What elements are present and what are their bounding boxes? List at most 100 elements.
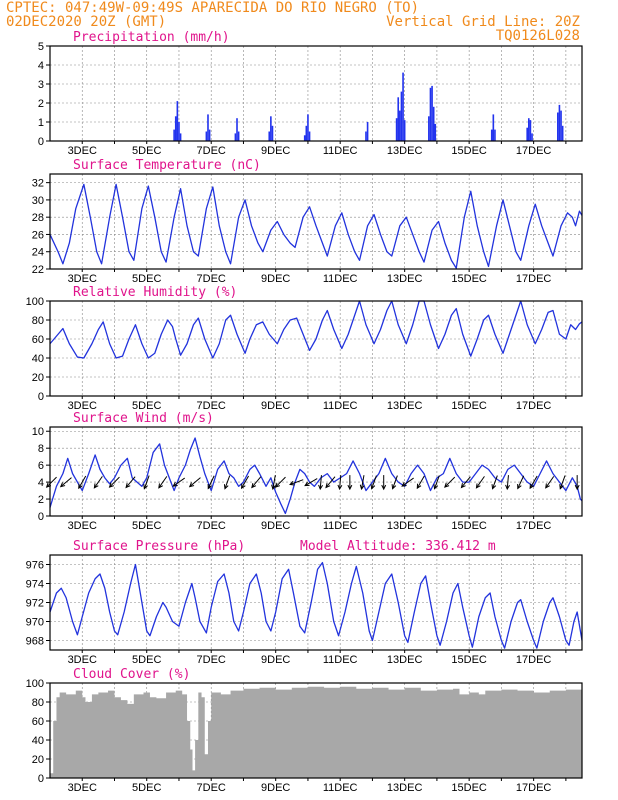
wind-arrow — [529, 475, 538, 490]
wind-title: Surface Wind (m/s) — [73, 411, 214, 426]
precip-bar — [395, 118, 398, 141]
precip-bar — [308, 131, 311, 141]
y-tick-label: 6 — [38, 460, 44, 472]
precip-bar — [271, 125, 274, 141]
precip-bar — [366, 122, 369, 141]
wind-arrow-head — [274, 482, 280, 488]
wind-arrow-shaft — [529, 475, 538, 489]
wind-arrow-shaft — [46, 476, 57, 488]
precip-bar — [557, 112, 559, 141]
wind-arrow-head — [574, 484, 580, 491]
pressure-title: Surface Pressure (hPa) — [73, 539, 245, 554]
pressure-line — [49, 561, 583, 649]
x-tick-label: 5DEC — [132, 654, 161, 666]
x-tick-label: 9DEC — [261, 520, 290, 532]
precip-bar — [494, 129, 496, 141]
wind-arrow-head — [545, 483, 550, 489]
wind-arrow-shaft — [461, 476, 471, 488]
x-tick-label: 7DEC — [197, 400, 226, 412]
wind-arrow-shaft — [289, 479, 304, 485]
wind-arrow-shaft — [93, 476, 103, 489]
wind-arrow-shaft — [172, 477, 185, 487]
wind-arrow-shaft — [517, 475, 525, 489]
wind-arrow-shaft — [78, 475, 87, 489]
x-tick-label: 5DEC — [132, 520, 161, 532]
wind-arrow — [251, 476, 262, 489]
x-tick-label: 15DEC — [451, 273, 487, 285]
wind-arrow — [505, 475, 510, 491]
wind-arrow-shaft — [361, 475, 365, 490]
cloud-cover-frame — [49, 682, 583, 779]
wind-arrow-shaft — [275, 476, 286, 488]
wind-arrow — [143, 475, 150, 490]
humidity-line — [49, 300, 583, 359]
precip-bar — [234, 133, 237, 141]
x-tick-label: 13DEC — [387, 273, 423, 285]
y-tick-label: 60 — [32, 716, 44, 728]
wind-arrow-head — [93, 483, 99, 489]
wind-arrow-shaft — [545, 476, 555, 489]
y-tick-label: 0 — [38, 136, 44, 148]
x-tick-label: 15DEC — [451, 145, 487, 157]
wind-arrow — [241, 475, 249, 490]
precip-bar — [174, 116, 177, 141]
panel-cloud-cover: Cloud Cover (%) 0 20 40 60 80 100 3DEC 5DEC 7DEC 9… — [26, 667, 583, 794]
wind-arrow — [274, 476, 286, 488]
wind-arrow — [158, 476, 168, 489]
wind-arrow — [559, 475, 566, 490]
wind-arrow — [517, 475, 525, 490]
wind-arrow-head — [143, 484, 148, 490]
wind-arrow-shaft — [224, 475, 231, 489]
wind-arrow-head — [505, 484, 510, 491]
x-tick-label: 5DEC — [132, 782, 161, 794]
wind-arrow-head — [460, 482, 466, 489]
wind-arrow-shaft — [325, 476, 336, 488]
x-tick-label: 7DEC — [197, 782, 226, 794]
wind-arrow-head — [158, 483, 164, 489]
precip-bar — [207, 114, 209, 141]
precip-bar — [527, 118, 530, 141]
wind-arrow-head — [325, 482, 331, 489]
x-tick-label: 11DEC — [323, 145, 358, 157]
wind-arrow-shaft — [189, 477, 201, 487]
wind-arrow-shaft — [434, 475, 440, 489]
wind-arrow — [125, 476, 136, 489]
wind-arrow-head — [304, 481, 310, 487]
x-tick-label: 3DEC — [68, 520, 97, 532]
precip-bar — [307, 114, 309, 141]
wind-arrow — [545, 476, 555, 489]
wind-arrow-shaft — [304, 478, 318, 487]
x-tick-label: 17DEC — [516, 654, 552, 666]
x-tick-label: 13DEC — [387, 520, 423, 532]
precip-bar — [434, 123, 437, 141]
precip-bar — [178, 122, 180, 141]
y-tick-label: 22 — [32, 264, 44, 276]
wind-arrow-head — [108, 482, 114, 488]
x-tick-label: 15DEC — [451, 654, 487, 666]
x-tick-label: 5DEC — [132, 273, 161, 285]
x-tick-label: 15DEC — [451, 520, 487, 532]
panel-humidity: Relative Humidity (%) 0 20 40 60 80 100 3DEC 5DE… — [26, 285, 583, 412]
precip-bar — [305, 125, 308, 141]
wind-arrow-shaft — [416, 475, 425, 489]
x-tick-label: 17DEC — [516, 782, 552, 794]
wind-arrow — [401, 477, 414, 487]
wind-arrow-shaft — [125, 476, 136, 488]
wind-arrow-head — [381, 484, 387, 491]
x-tick-label: 11DEC — [323, 782, 358, 794]
wind-arrow-shaft — [319, 475, 322, 490]
wind-arrow — [391, 475, 398, 490]
x-tick-label: 9DEC — [261, 654, 290, 666]
y-tick-label: 24 — [32, 247, 44, 259]
wind-arrow — [325, 476, 336, 489]
precip-bar — [179, 133, 182, 141]
wind-arrow — [381, 475, 387, 491]
precip-bar — [205, 131, 208, 141]
x-tick-label: 7DEC — [197, 145, 226, 157]
x-tick-label: 13DEC — [387, 782, 423, 794]
wind-arrow — [304, 478, 318, 487]
precip-bar — [236, 118, 238, 141]
wind-arrow-head — [318, 484, 323, 491]
wind-arrow-shaft — [109, 476, 120, 488]
